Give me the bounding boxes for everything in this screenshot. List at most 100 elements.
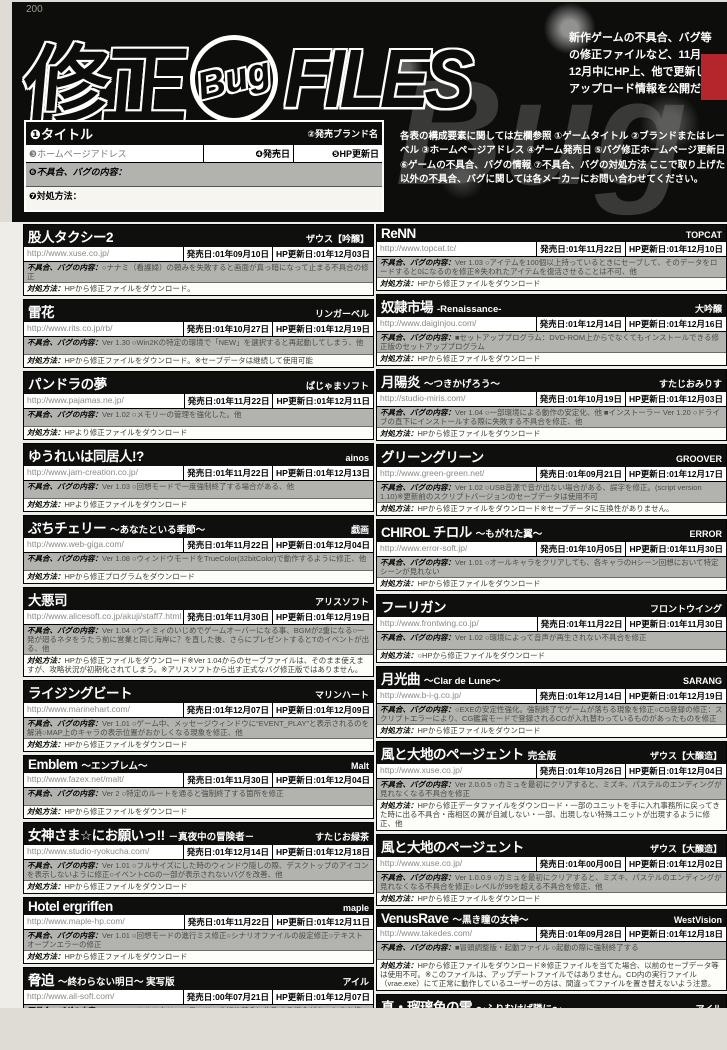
release-date-label: 発売日:	[539, 859, 569, 869]
game-title: 風と大地のページェント	[381, 840, 524, 855]
bug-label: 不具合、バグの内容：	[27, 861, 102, 870]
entry-title-bar: 脅迫 ～終わらない明日～ 実写版 アイル	[24, 968, 373, 990]
release-date-value: 01年10月05日	[568, 544, 623, 554]
game-title: ReNN	[381, 226, 416, 241]
bug-description: Ver 1.04 ○一部環境による動作の安定化、他 ■インストーラー Ver 1…	[380, 408, 720, 426]
bug-description: ■冒頭調整版・起動ファイル ○起動の際に強制終了する	[455, 943, 639, 952]
entry-info-row: http://www.frontwing.co.jp/ 発売日:01年11月22…	[377, 617, 726, 632]
game-entry: Emblem ～エンブレム～ Malt http://www.fazex.net…	[23, 755, 374, 819]
game-subtitle: ～あなたといる季節～	[110, 525, 206, 536]
fix-label: 対処方法：	[380, 801, 418, 810]
fix-row: 対処方法：HPから修正ファイルをダウンロード	[24, 881, 373, 893]
entry-info-row: http://www.web-giga.com/ 発売日:01年11月22日 H…	[24, 538, 373, 553]
homepage-url: http://www.takedes.com/	[377, 927, 537, 941]
update-date-label: HP更新日:	[275, 705, 317, 715]
brand-name: 大吟醸	[694, 304, 722, 314]
update-date-cell: HP更新日:01年12月16日	[626, 317, 726, 331]
homepage-url: http://www.b-i-g.co.jp/	[377, 689, 537, 703]
release-date-value: 01年11月22日	[215, 540, 269, 550]
fix-description: HPから修正ファイルをダウンロード	[417, 429, 541, 438]
game-entry: 真・瑠璃色の雪 ～ふりむけば隣に～ アイル http://www.ail-sof…	[376, 994, 727, 1008]
game-title: 奴隷市場	[381, 300, 434, 315]
header-description: 各表の構成要素に関しては左欄参照 ①ゲームタイトル ②ブランドまたはレーベル ③…	[400, 131, 726, 185]
bug-description: Ver 1.02 ○メモリーの管理を強化した。他	[102, 410, 242, 419]
update-date-value: 01年12月18日	[669, 929, 723, 939]
release-date-cell: 発売日:01年10月19日	[537, 392, 626, 406]
release-date-label: 発売日:	[187, 396, 217, 406]
release-date-value: 01年11月22日	[568, 244, 622, 254]
update-date-label: HP更新日:	[275, 775, 317, 785]
fix-row: 対処方法：HPより修正ファイルをダウンロード	[24, 427, 373, 439]
bug-label: 不具合、バグの内容：	[380, 258, 455, 267]
update-date-label: HP更新日:	[275, 847, 317, 857]
release-date-value: 01年11月30日	[215, 775, 269, 785]
entry-info-row: http://www.marinehart.com/ 発売日:01年12月07日…	[24, 703, 373, 718]
fix-description: HPから修正データファイルをダウンロード・一部のユニットを手に入れ事務所に戻って…	[380, 801, 720, 828]
entry-info-row: http://www.green-green.net/ 発売日:01年09月21…	[377, 467, 726, 482]
game-title: 月陽炎	[381, 375, 421, 390]
page-header: 200 Bug 修正 Bug FILES 新作ゲームの不具合、バグ等の修正ファイ…	[12, 2, 727, 222]
update-date-cell: HP更新日:01年12月19日	[273, 322, 373, 336]
update-date-label: HP更新日:	[275, 324, 317, 334]
update-date-cell: HP更新日:01年12月13日	[273, 466, 373, 480]
release-date-cell: 発売日:01年09月10日	[184, 247, 273, 261]
fix-row: 対処方法：HPから修正ファイルをダウンロード※セーブデータに互換性がありません。	[377, 503, 726, 515]
entry-info-row: http://www.xuse.co.jp/ 発売日:01年09月10日 HP更…	[24, 247, 373, 262]
release-date-label: 発売日:	[186, 992, 216, 1002]
bug-row: 不具合、バグの内容：Ver 1.04 ○一部環境による動作の安定化、他 ■インス…	[377, 407, 726, 428]
game-title: フーリガン	[381, 600, 447, 615]
release-date-value: 01年11月30日	[215, 612, 269, 622]
bug-description: Ver 2 ○特定のルートを通ると強制終了する箇所を修正	[102, 789, 284, 798]
release-date-cell: 発売日:01年09月21日	[537, 467, 626, 481]
release-date-value: 01年12月07日	[215, 705, 269, 715]
update-date-label: HP更新日:	[275, 468, 317, 478]
update-date-cell: HP更新日:01年11月30日	[626, 617, 726, 631]
game-title: ぷちチェリー	[28, 521, 107, 536]
update-date-label: HP更新日:	[275, 540, 317, 550]
release-date-cell: 発売日:01年11月30日	[184, 610, 273, 624]
update-date-cell: HP更新日:01年12月03日	[273, 247, 373, 261]
fix-description: HPより修正ファイルをダウンロード	[64, 428, 188, 437]
game-entry: 股人タクシー2 ザウス【吟醸】 http://www.xuse.co.jp/ 発…	[23, 224, 374, 296]
fix-row: 対処方法：HPから修正データファイルをダウンロード・一部のユニットを手に入れ事務…	[377, 800, 726, 830]
fix-description: HPから修正ファイルをダウンロード	[64, 952, 188, 961]
homepage-url: http://www.green-green.net/	[377, 467, 537, 481]
entry-title-bar: 奴隷市場 -Renaissance- 大吟醸	[377, 295, 726, 317]
bug-row: 不具合、バグの内容：Ver 1.10 ○フルスクリーンモードへの切り替えに失敗す…	[24, 1005, 373, 1008]
release-date-label: 発売日:	[187, 540, 216, 550]
legend-bug-label: ❻不具合、バグの内容：	[26, 163, 382, 187]
fix-row: 対処方法：HPから修正ファイルをダウンロード	[24, 951, 373, 963]
update-date-value: 01年12月04日	[316, 775, 370, 785]
homepage-url: http://www.marinehart.com/	[24, 703, 184, 717]
release-date-label: 発売日:	[539, 469, 569, 479]
bug-label: 不具合、バグの内容：	[380, 873, 455, 882]
bug-label: 不具合、バグの内容：	[380, 633, 455, 642]
fix-label: 対処方法：	[27, 807, 65, 816]
game-entry: 風と大地のページェント ザウス【大醸造】 http://www.xuse.co.…	[376, 834, 727, 906]
fix-label: 対処方法：	[380, 726, 418, 735]
entry-title-bar: ライジングビート マリンハート	[24, 681, 373, 703]
game-entry: 雷花 リンガーベル http://www.rits.co.jp/rb/ 発売日:…	[23, 299, 374, 368]
update-date-value: 01年12月02日	[669, 859, 723, 869]
brand-name: ザウス【大醸造】	[649, 751, 722, 761]
update-date-label: HP更新日:	[628, 691, 670, 701]
fix-label: 対処方法：	[380, 429, 418, 438]
homepage-url: http://www.topcat.tc/	[377, 242, 538, 256]
game-entry: ライジングビート マリンハート http://www.marinehart.co…	[23, 680, 374, 752]
update-date-cell: HP更新日:01年12月03日	[626, 392, 726, 406]
entry-title-bar: フーリガン フロントウイング	[377, 595, 726, 617]
update-date-label: HP更新日:	[276, 917, 317, 927]
update-date-value: 01年11月30日	[669, 619, 723, 629]
release-date-cell: 発売日:01年11月22日	[538, 617, 627, 631]
release-date-cell: 発売日:01年10月26日	[537, 764, 626, 778]
entry-title-bar: 真・瑠璃色の雪 ～ふりむけば隣に～ アイル	[377, 995, 726, 1008]
release-date-cell: 発売日:00年07月21日	[184, 990, 273, 1004]
brand-name: アリスソフト	[314, 597, 369, 607]
update-date-value: 01年12月09日	[316, 705, 370, 715]
fix-row: 対処方法：HPから修正ファイルをダウンロード※Ver 1.04からのセーブファイ…	[24, 655, 373, 676]
release-date-label: 発売日:	[186, 324, 216, 334]
release-date-value: 01年12月14日	[215, 847, 269, 857]
game-subtitle: ～Clar de Lune～	[424, 676, 501, 687]
game-subtitle: ～ふりむけば隣に～	[476, 1001, 562, 1008]
